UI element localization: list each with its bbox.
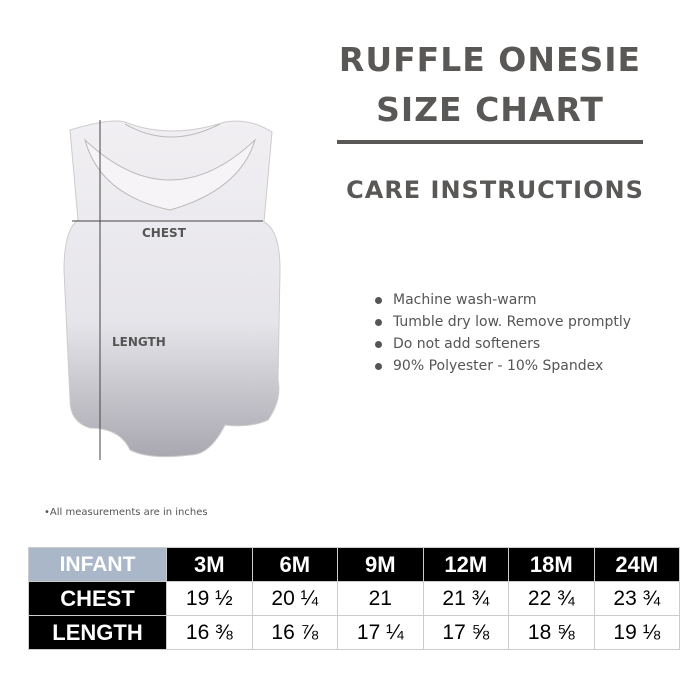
table-cell: 21 [337, 581, 424, 616]
care-heading: CARE INSTRUCTIONS [346, 176, 644, 204]
table-cell: 18 ⅝ [508, 615, 595, 650]
size-header: 3M [166, 547, 253, 582]
title-line-2: SIZE CHART [376, 90, 604, 129]
table-cell: 20 ¼ [251, 581, 338, 616]
size-header: 24M [593, 547, 680, 582]
row-label: LENGTH [28, 615, 167, 650]
onesie-image [63, 120, 281, 460]
table-cell: 21 ¾ [422, 581, 509, 616]
title-underline [337, 140, 643, 144]
title-line-1: RUFFLE ONESIE [338, 40, 642, 79]
table-row: LENGTH 16 ⅜ 16 ⅞ 17 ¼ 17 ⅝ 18 ⅝ 19 ⅛ [28, 615, 680, 650]
care-item: Tumble dry low. Remove promptly [375, 312, 631, 334]
infant-header: INFANT [28, 547, 167, 582]
size-header: 12M [422, 547, 509, 582]
care-list: Machine wash-warm Tumble dry low. Remove… [375, 290, 631, 378]
care-item: Do not add softeners [375, 334, 631, 356]
table-cell: 17 ⅝ [422, 615, 509, 650]
size-header: 6M [251, 547, 338, 582]
table-cell: 23 ¾ [593, 581, 680, 616]
size-chart-table: INFANT 3M 6M 9M 12M 18M 24M CHEST 19 ½ 2… [28, 547, 680, 650]
table-cell: 22 ¾ [508, 581, 595, 616]
care-item: 90% Polyester - 10% Spandex [375, 356, 631, 378]
size-header: 18M [508, 547, 595, 582]
table-header-row: INFANT 3M 6M 9M 12M 18M 24M [28, 547, 680, 582]
row-label: CHEST [28, 581, 167, 616]
table-cell: 19 ⅛ [593, 615, 680, 650]
care-item: Machine wash-warm [375, 290, 631, 312]
table-row: CHEST 19 ½ 20 ¼ 21 21 ¾ 22 ¾ 23 ¾ [28, 581, 680, 616]
chest-label: CHEST [142, 226, 186, 240]
table-cell: 16 ⅞ [251, 615, 338, 650]
table-cell: 17 ¼ [337, 615, 424, 650]
table-cell: 16 ⅜ [166, 615, 253, 650]
length-label: LENGTH [112, 335, 166, 349]
measurement-note: •All measurements are in inches [44, 507, 208, 518]
table-cell: 19 ½ [166, 581, 253, 616]
size-header: 9M [337, 547, 424, 582]
